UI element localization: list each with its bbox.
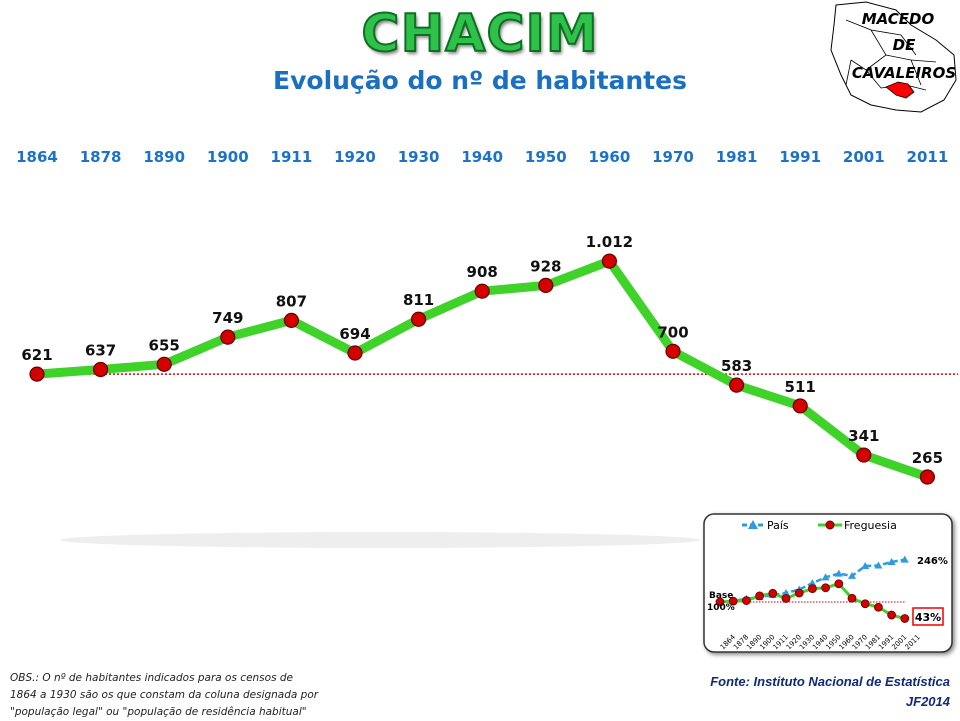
freguesia-point: [847, 593, 857, 603]
data-point: [347, 345, 363, 361]
data-label: 811: [403, 291, 434, 309]
pais-point: [887, 557, 896, 565]
freguesia-end-label: 43%: [915, 611, 941, 624]
year-tick-label: 1920: [334, 148, 376, 166]
main-chart: 1864 1878 1890 1900 1911 1920 1930 1940 1950 1960…: [16, 148, 958, 548]
year-tick-label: 1970: [652, 148, 694, 166]
pais-point: [900, 555, 909, 563]
data-point: [919, 469, 936, 485]
base-label: Base: [709, 591, 733, 601]
page-title: CHACIM: [360, 3, 599, 65]
data-point: [92, 361, 109, 378]
freguesia-point: [728, 596, 738, 606]
data-label: 655: [149, 336, 180, 354]
data-label: 341: [848, 427, 879, 445]
macedo-de-cavaleiros-map-logo: MACEDO DE CAVALEIROS: [830, 1, 957, 113]
legend-pais-label: País: [767, 519, 789, 532]
data-label: 1.012: [586, 233, 633, 251]
pais-point: [782, 589, 790, 597]
freguesia-point: [715, 597, 725, 607]
year-tick-label: 2001: [843, 148, 885, 166]
freguesia-point: [755, 591, 764, 601]
freguesia-point: [742, 596, 751, 605]
year-tick-label: 1864: [16, 148, 58, 166]
year-tick-label: 1960: [589, 148, 631, 166]
comparison-inset-chart: País Freguesia186418781890190019111920193…: [703, 513, 953, 653]
data-label: 908: [467, 263, 498, 281]
freguesia-point: [781, 594, 791, 603]
observation-note: OBS.: O nº de habitantes indicados para …: [10, 672, 319, 718]
logo-text-2: DE: [893, 36, 916, 54]
pais-point: [834, 569, 843, 577]
data-point: [156, 356, 172, 372]
pais-point: [821, 573, 830, 581]
data-label: 583: [721, 357, 752, 375]
data-label: 694: [339, 325, 370, 343]
page-subtitle: Evolução do nº de habitantes: [273, 66, 687, 95]
data-label: 637: [85, 342, 116, 360]
pais-point: [874, 561, 883, 569]
data-label: 928: [530, 257, 561, 275]
freguesia-point: [873, 602, 883, 612]
base-pct-label: 100%: [707, 603, 735, 613]
freguesia-point: [794, 588, 804, 598]
freguesia-point: [860, 599, 870, 609]
legend-freguesia-label: Freguesia: [844, 519, 897, 532]
data-point: [856, 447, 872, 463]
data-label: 511: [785, 378, 816, 396]
freguesia-point: [808, 584, 817, 594]
data-point: [665, 343, 681, 359]
legend-triangle-icon: [748, 520, 758, 529]
freguesia-point: [900, 614, 910, 623]
data-label: 807: [276, 292, 307, 310]
data-point: [283, 312, 299, 328]
data-point: [792, 398, 808, 414]
data-label: 749: [212, 309, 243, 327]
freguesia-point: [821, 583, 830, 593]
year-tick-label: 2011: [907, 148, 949, 166]
pais-point: [861, 562, 870, 570]
year-tick-label: 1950: [525, 148, 567, 166]
freguesia-point: [834, 579, 844, 589]
source-text: Fonte: Instituto Nacional de Estatística: [710, 674, 950, 689]
logo-text-1: MACEDO: [862, 10, 935, 28]
data-point: [601, 253, 618, 269]
year-tick-label: 1940: [461, 148, 503, 166]
legend-circle-icon: [825, 520, 835, 530]
freguesia-point: [768, 588, 778, 598]
pais-point: [848, 571, 856, 579]
data-point: [29, 366, 45, 382]
source-block: Fonte: Instituto Nacional de Estatística…: [710, 672, 950, 712]
data-point: [220, 329, 236, 345]
freguesia-point: [887, 610, 897, 620]
data-label: 621: [21, 346, 52, 364]
pais-point: [808, 579, 817, 587]
year-tick-label: 1981: [716, 148, 758, 166]
year-tick-label: 1991: [779, 148, 821, 166]
year-tick-label: 1911: [271, 148, 313, 166]
year-tick-label: 1900: [207, 148, 249, 166]
year-tick-label: 1930: [398, 148, 440, 166]
data-point: [728, 377, 745, 393]
year-tick-label: 1878: [80, 148, 122, 166]
data-label: 700: [657, 323, 688, 341]
data-point: [474, 283, 490, 299]
author-text: JF2014: [905, 694, 950, 709]
data-label: 265: [912, 449, 943, 467]
logo-text-3: CAVALEIROS: [852, 64, 956, 82]
pais-end-label: 246%: [917, 556, 948, 567]
data-point: [538, 277, 554, 294]
freguesia-end-box: [912, 607, 944, 626]
data-point: [411, 311, 427, 327]
year-tick-label: 1890: [143, 148, 185, 166]
